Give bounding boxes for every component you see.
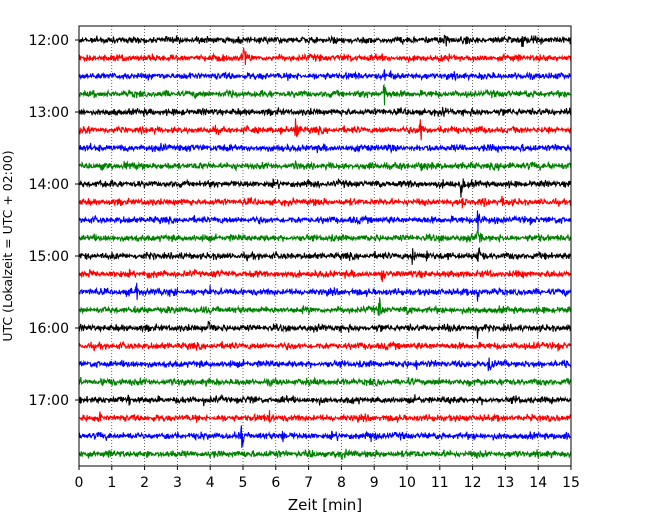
trace-1630 (78, 357, 572, 372)
x-tick-label: 11 (431, 475, 449, 491)
plot-frame (78, 25, 572, 467)
x-tick-label: 4 (206, 475, 215, 491)
trace-1230 (78, 69, 572, 82)
x-tick-label: 9 (370, 475, 379, 491)
trace-1445 (78, 230, 572, 243)
trace-1430 (78, 210, 572, 232)
trace-1700 (78, 393, 572, 407)
x-tick-label: 8 (337, 475, 346, 491)
trace-1500 (78, 247, 572, 265)
grid-lines (111, 26, 539, 466)
trace-1615 (78, 340, 572, 352)
trace-1730 (78, 425, 572, 448)
x-tick-label: 0 (75, 475, 84, 491)
trace-1345 (78, 160, 572, 172)
x-tick-label: 2 (140, 475, 149, 491)
y-tick-label: 12:00 (29, 33, 69, 49)
y-tick-label: 16:00 (29, 321, 69, 337)
x-tick-label: 1 (107, 475, 116, 491)
trace-1400 (78, 178, 572, 198)
trace-1715 (78, 410, 572, 424)
trace-1330 (78, 142, 572, 155)
trace-1515 (78, 268, 572, 283)
x-tick-label: 13 (496, 475, 514, 491)
trace-1745 (78, 448, 572, 460)
x-tick-label: 10 (398, 475, 416, 491)
trace-1300 (78, 106, 572, 117)
y-tick-label: 17:00 (29, 393, 69, 409)
y-tick-label: 13:00 (29, 105, 69, 121)
y-tick-label: 15:00 (29, 249, 69, 265)
trace-1530 (78, 282, 572, 302)
trace-1315 (78, 118, 572, 141)
x-axis-label: Zeit [min] (288, 496, 362, 514)
y-tick-label: 14:00 (29, 177, 69, 193)
x-tick-label: 12 (464, 475, 482, 491)
x-tick-label: 7 (304, 475, 313, 491)
x-tick-label: 6 (271, 475, 280, 491)
y-axis-ticks: 12:00 13:00 14:00 15:00 16:00 17:00 (29, 33, 79, 409)
x-tick-label: 15 (562, 475, 580, 491)
trace-1215 (78, 47, 572, 66)
plot-background (79, 26, 571, 466)
x-tick-label: 14 (529, 475, 547, 491)
y-axis-label: UTC (Lokalzeit = UTC + 02:00) (0, 150, 15, 341)
x-tick-label: 3 (173, 475, 182, 491)
trace-1245 (78, 83, 572, 106)
trace-1545 (78, 297, 572, 317)
trace-1645 (78, 376, 572, 387)
trace-1600 (78, 320, 572, 339)
seismic-traces (78, 34, 572, 460)
x-axis-ticks: 0 1 2 3 4 5 6 7 8 9 10 11 12 13 14 15 (75, 466, 580, 491)
trace-1200 (78, 34, 572, 47)
x-tick-label: 5 (239, 475, 248, 491)
trace-1415 (78, 195, 572, 209)
